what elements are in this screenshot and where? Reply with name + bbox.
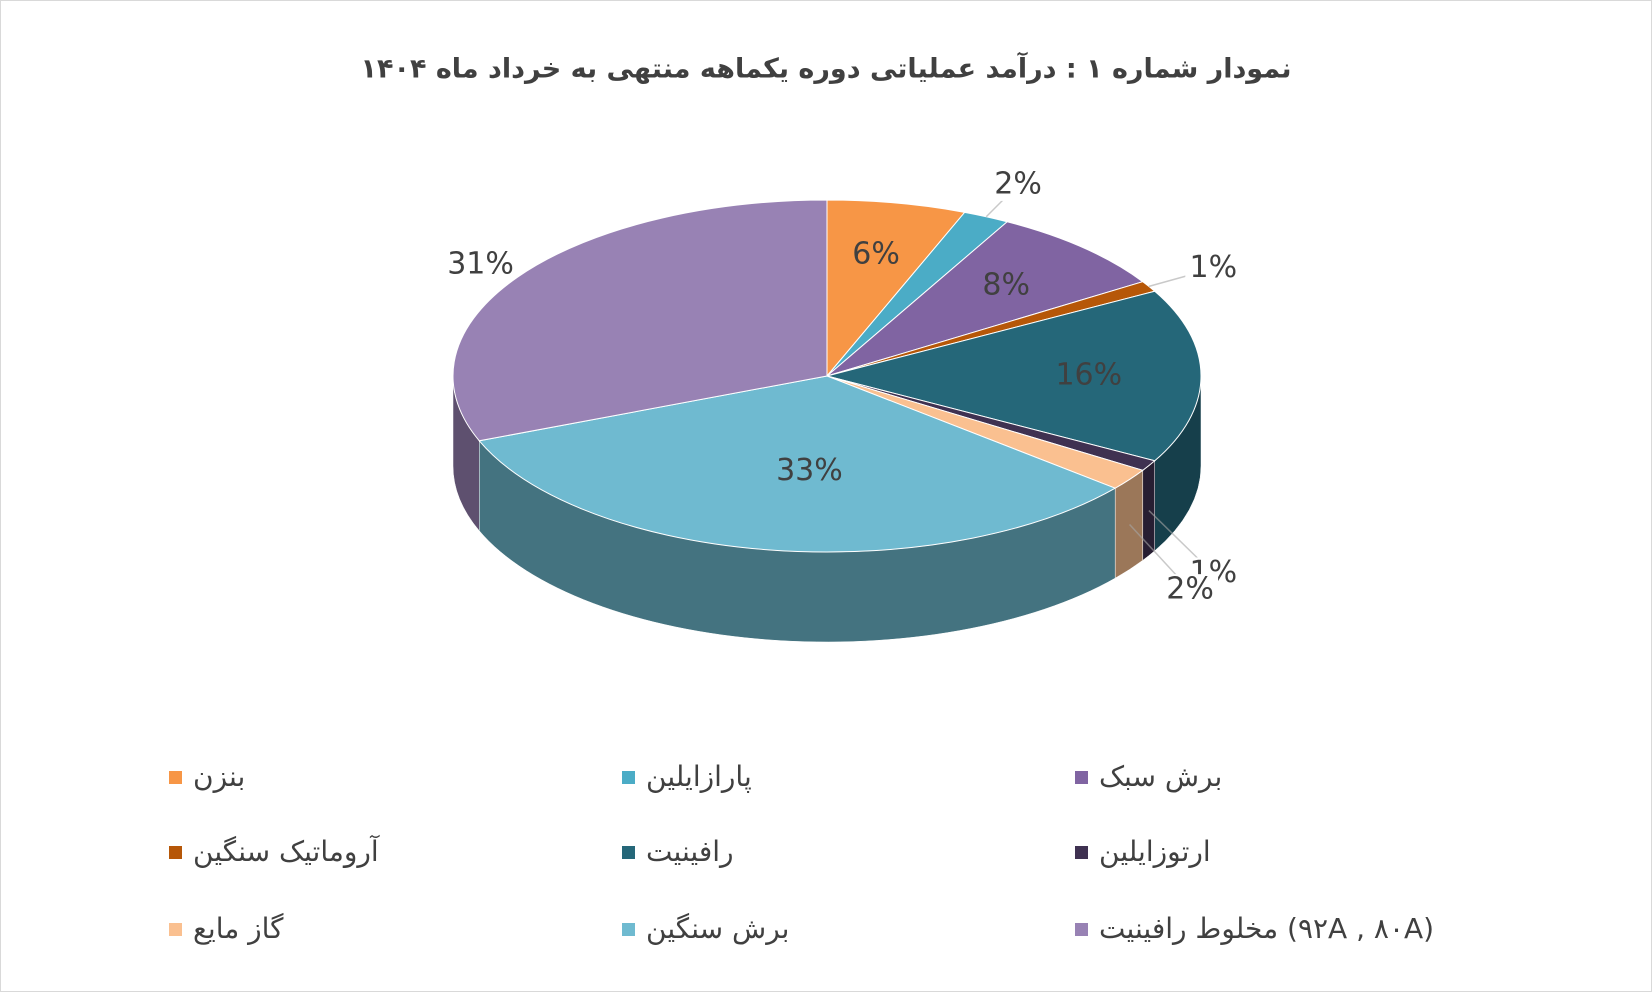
- slice: [452, 199, 828, 442]
- data-label: 2%: [1166, 572, 1214, 607]
- chart-title: نمودار شماره ۱ : درآمد عملیاتی دوره یکما…: [361, 52, 1292, 85]
- data-label: 1%: [1190, 250, 1238, 285]
- legend-label: آروماتیک سنگین: [193, 835, 380, 868]
- legend-label: ارتوزایلین: [1099, 835, 1211, 868]
- label-bg: [990, 168, 1047, 201]
- legend-label: مخلوط رافینیت (۹۲A , ۸۰A): [1099, 912, 1434, 945]
- legend-label: بنزن: [193, 760, 245, 793]
- slice: [826, 199, 966, 378]
- legend-swatch: [1075, 923, 1088, 936]
- legend-label: گاز مایع: [193, 912, 284, 945]
- data-label: 33%: [776, 453, 843, 488]
- legend-label: برش سنگین: [646, 912, 789, 945]
- legend-swatch: [169, 846, 182, 859]
- data-label: 16%: [1055, 358, 1122, 393]
- data-label: 8%: [982, 268, 1030, 303]
- legend-swatch: [1075, 846, 1088, 859]
- legend-swatch: [169, 771, 182, 784]
- data-label: 31%: [447, 247, 514, 282]
- legend-swatch: [622, 923, 635, 936]
- slice: [478, 375, 1117, 553]
- slice-side: [1114, 469, 1144, 579]
- legend-label: برش سبک: [1099, 760, 1222, 793]
- legend-swatch: [622, 846, 635, 859]
- legend-swatch: [169, 923, 182, 936]
- data-label: 2%: [994, 166, 1042, 201]
- legend-swatch: [1075, 771, 1088, 784]
- legend-label: رافینیت: [646, 835, 734, 868]
- legend-label: پارازایلین: [646, 760, 752, 793]
- slice: [825, 290, 1202, 462]
- label-bg: [1185, 252, 1242, 285]
- slice: [826, 221, 1144, 377]
- label-bg: [1162, 574, 1219, 607]
- legend-swatch: [622, 771, 635, 784]
- data-label: 6%: [852, 236, 900, 271]
